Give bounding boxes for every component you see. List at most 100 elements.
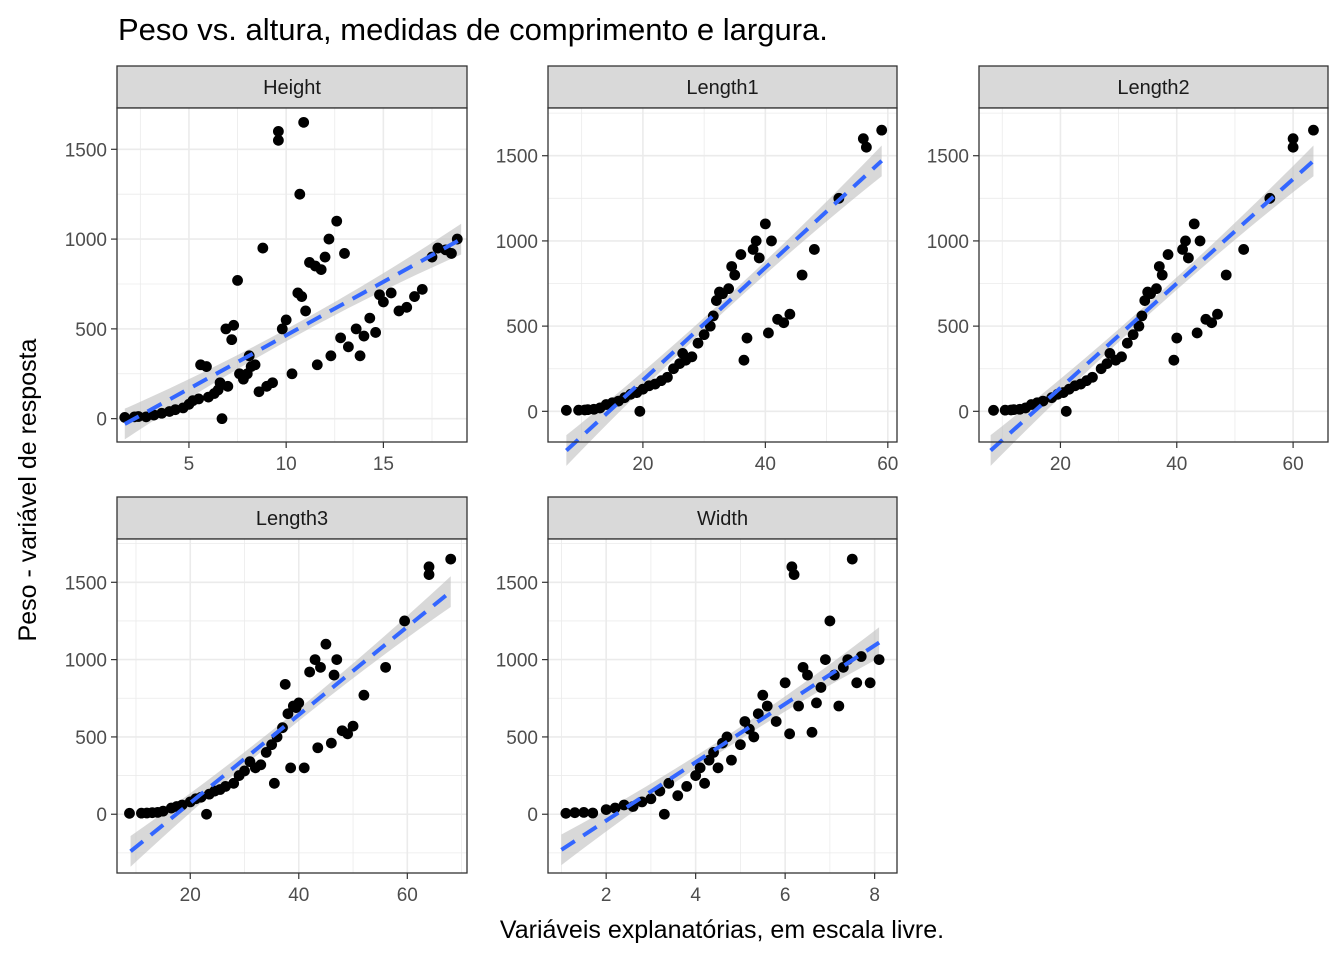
x-tick-label: 5 bbox=[184, 454, 195, 475]
data-point bbox=[1101, 358, 1113, 370]
facet-height: Height 5 10 15 0 500 1000 1500 bbox=[65, 65, 468, 475]
x-tick-label: 60 bbox=[1283, 454, 1304, 475]
facet-strip bbox=[547, 65, 898, 109]
data-point bbox=[193, 393, 205, 405]
data-point bbox=[323, 233, 335, 245]
data-point bbox=[331, 215, 343, 227]
data-point bbox=[833, 700, 845, 712]
x-tick-label: 20 bbox=[180, 885, 201, 906]
data-point bbox=[860, 141, 872, 153]
data-point bbox=[446, 248, 457, 259]
data-point bbox=[876, 124, 888, 136]
data-point bbox=[201, 361, 212, 372]
x-tick-label: 4 bbox=[690, 885, 701, 906]
data-point bbox=[239, 765, 250, 777]
y-tick-label: 1500 bbox=[496, 147, 538, 168]
data-point bbox=[1153, 261, 1165, 272]
data-point bbox=[358, 689, 370, 701]
data-point bbox=[806, 726, 818, 738]
data-point bbox=[364, 312, 376, 324]
y-tick-label: 500 bbox=[75, 728, 107, 749]
x-tick-label: 40 bbox=[1166, 454, 1187, 475]
fit-line bbox=[560, 640, 881, 852]
x-tick-label: 10 bbox=[276, 454, 297, 475]
data-point bbox=[1308, 124, 1319, 136]
data-point bbox=[811, 697, 822, 709]
data-point bbox=[750, 235, 762, 247]
data-point bbox=[350, 323, 362, 335]
data-point bbox=[304, 666, 316, 678]
facet-strip-label: Length1 bbox=[686, 77, 758, 99]
data-point bbox=[228, 319, 240, 331]
data-point bbox=[1177, 244, 1188, 255]
y-axis-label: Peso - variável de resposta bbox=[14, 338, 42, 641]
data-point bbox=[325, 350, 337, 362]
data-point bbox=[663, 777, 675, 789]
data-point bbox=[815, 682, 827, 693]
data-point bbox=[119, 411, 131, 423]
data-point bbox=[699, 777, 711, 789]
data-point bbox=[721, 731, 733, 743]
panel-border bbox=[116, 107, 468, 443]
data-point bbox=[385, 287, 397, 299]
data-point bbox=[779, 677, 791, 689]
x-tick-label: 6 bbox=[780, 885, 791, 906]
y-tick-label: 0 bbox=[96, 410, 107, 431]
facet-strip-label: Width bbox=[697, 508, 748, 530]
y-tick-label: 500 bbox=[506, 728, 538, 749]
data-point bbox=[354, 350, 366, 362]
y-tick-label: 1000 bbox=[65, 230, 107, 251]
data-point bbox=[820, 654, 831, 666]
data-point bbox=[260, 746, 272, 758]
data-point bbox=[587, 807, 599, 819]
data-point bbox=[988, 404, 999, 416]
data-point bbox=[294, 188, 306, 200]
data-point bbox=[124, 807, 135, 819]
data-point bbox=[796, 269, 808, 281]
y-tick-label: 1500 bbox=[65, 573, 107, 594]
facet-strip bbox=[978, 65, 1329, 109]
fit-line bbox=[129, 590, 452, 853]
x-axis-label: Variáveis explanatórias, em escala livre… bbox=[500, 916, 944, 944]
data-point bbox=[1156, 269, 1168, 281]
data-point bbox=[824, 615, 836, 627]
data-point bbox=[358, 330, 370, 342]
data-point bbox=[723, 283, 735, 295]
x-tick-label: 2 bbox=[601, 885, 612, 906]
data-point bbox=[560, 404, 572, 416]
x-tick-label: 60 bbox=[877, 454, 898, 475]
data-point bbox=[423, 569, 435, 580]
fit-line bbox=[565, 159, 884, 452]
data-point bbox=[864, 677, 876, 689]
data-point bbox=[618, 799, 630, 811]
chart-title: Peso vs. altura, medidas de comprimento … bbox=[118, 12, 828, 47]
panel-border bbox=[547, 107, 898, 443]
fit-line bbox=[989, 159, 1315, 453]
x-tick-label: 8 bbox=[869, 885, 880, 906]
data-point bbox=[315, 661, 326, 673]
data-point bbox=[1191, 327, 1203, 339]
data-point bbox=[1183, 252, 1194, 264]
y-tick-label: 0 bbox=[958, 402, 969, 423]
data-point bbox=[694, 762, 706, 774]
data-point bbox=[661, 371, 673, 383]
data-point bbox=[416, 283, 428, 295]
data-point bbox=[1116, 351, 1127, 363]
data-point bbox=[738, 354, 750, 366]
data-point bbox=[609, 802, 621, 814]
data-point bbox=[1060, 405, 1072, 417]
data-point bbox=[873, 654, 885, 666]
data-point bbox=[279, 678, 291, 690]
y-tick-label: 1500 bbox=[65, 140, 107, 161]
data-point bbox=[423, 561, 435, 573]
data-point bbox=[342, 341, 354, 353]
data-point bbox=[226, 334, 238, 346]
data-point bbox=[268, 777, 280, 789]
data-point bbox=[761, 700, 773, 712]
data-point bbox=[778, 317, 790, 329]
data-point bbox=[272, 125, 284, 137]
data-point bbox=[157, 805, 169, 817]
data-point bbox=[276, 323, 288, 335]
y-tick-label: 0 bbox=[96, 805, 107, 826]
